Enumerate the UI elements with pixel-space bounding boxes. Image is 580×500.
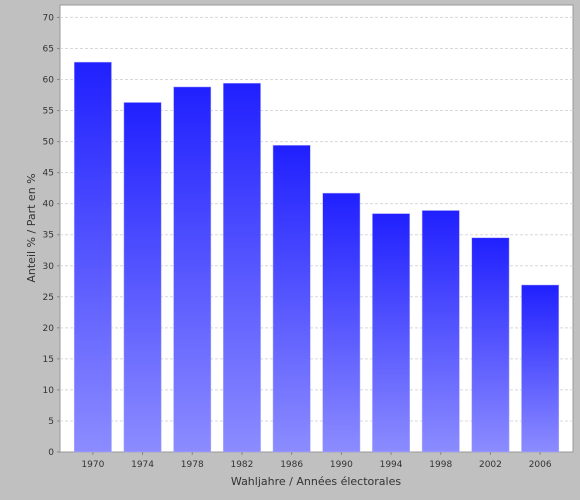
- bar-1978: [173, 86, 212, 453]
- y-tick-label: 35: [43, 231, 54, 241]
- bar-1990: [322, 192, 361, 453]
- x-tick-label: 1994: [380, 460, 403, 470]
- bars: [73, 61, 560, 453]
- bar-1986: [272, 145, 311, 453]
- bar-1994: [372, 213, 410, 453]
- x-axis-label: Wahljahre / Années électorales: [231, 475, 401, 488]
- x-tick-label: 2006: [529, 460, 552, 470]
- x-tick-label: 1982: [230, 460, 253, 470]
- y-tick-label: 60: [43, 76, 55, 86]
- y-tick-label: 30: [43, 262, 55, 272]
- y-tick-label: 55: [43, 107, 54, 117]
- bar-1982: [223, 82, 261, 453]
- x-axis-ticks: 1970 1974 1978 1982 1986 1990 1994 1998 2002 2006: [81, 452, 552, 470]
- y-tick-label: 40: [43, 200, 55, 210]
- x-tick-label: 1986: [280, 460, 303, 470]
- bar-1974: [123, 102, 162, 453]
- x-tick-label: 1998: [429, 460, 452, 470]
- y-axis-label: Anteil % / Part en %: [25, 173, 38, 282]
- y-tick-label: 50: [43, 138, 55, 148]
- y-tick-label: 70: [43, 13, 55, 23]
- bar-2002: [471, 237, 510, 453]
- y-axis-ticks: 0 5 10 15 20 25 30 35 40 45 50 55 60 65 70: [43, 13, 60, 458]
- y-tick-label: 20: [43, 324, 55, 334]
- x-tick-label: 1990: [330, 460, 353, 470]
- x-tick-label: 1978: [181, 460, 204, 470]
- y-tick-label: 0: [48, 448, 54, 458]
- y-tick-label: 25: [43, 293, 54, 303]
- bar-2006: [521, 284, 560, 453]
- y-tick-label: 15: [43, 355, 54, 365]
- y-tick-label: 10: [43, 386, 55, 396]
- y-tick-label: 45: [43, 169, 54, 179]
- x-tick-label: 2002: [479, 460, 502, 470]
- x-tick-label: 1974: [131, 460, 154, 470]
- bar-1970: [73, 61, 112, 453]
- y-tick-label: 5: [48, 417, 54, 427]
- y-tick-label: 65: [43, 44, 54, 54]
- bar-1998: [421, 210, 460, 453]
- x-tick-label: 1970: [81, 460, 104, 470]
